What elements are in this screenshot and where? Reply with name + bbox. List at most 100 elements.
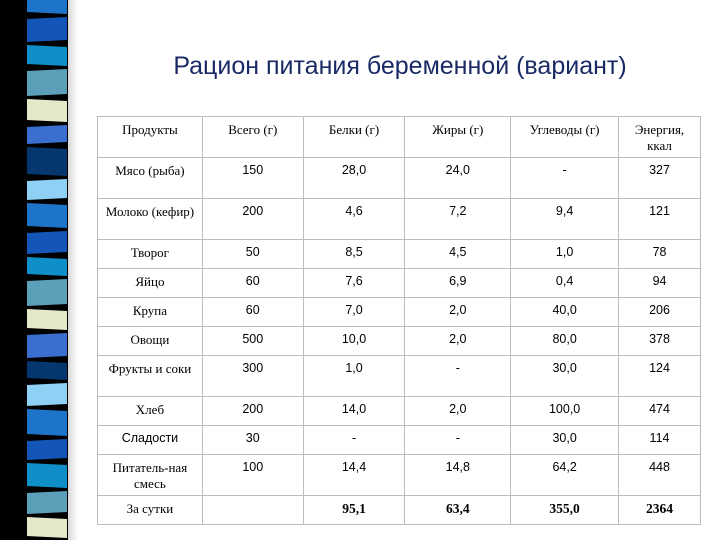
product-name: Крупа (97, 297, 203, 327)
slide-title: Рацион питания беременной (вариант) (173, 52, 627, 80)
header-products: Продукты (97, 116, 203, 158)
stripe-segment (27, 438, 67, 461)
carb-cell: 0,4 (510, 268, 620, 298)
fat-cell: 2,0 (404, 396, 512, 426)
total-grams-cell: 200 (201, 396, 304, 426)
energy-cell: 206 (618, 297, 701, 327)
table-row: Питатель-ная смесь 100 14,4 14,8 64,2 44… (97, 454, 701, 496)
fat-cell: 2,0 (404, 297, 512, 327)
stripe-segment (27, 230, 67, 255)
product-name: Овощи (97, 326, 203, 356)
stripe-segment (27, 16, 67, 43)
total-grams-cell: 50 (201, 239, 304, 269)
product-name: Фрукты и соки (97, 355, 203, 397)
carb-cell: 100,0 (510, 396, 620, 426)
energy-cell: 121 (618, 198, 701, 240)
stripe-segment (27, 44, 67, 67)
header-proteins: Белки (г) (302, 116, 406, 158)
stripe-segment (27, 408, 67, 437)
product-name: Питатель-ная смесь (97, 454, 203, 496)
total-fat: 63,4 (404, 495, 512, 525)
fat-cell: 2,0 (404, 326, 512, 356)
table-row: Яйцо 60 7,6 6,9 0,4 94 (97, 268, 701, 298)
fat-cell: 4,5 (404, 239, 512, 269)
energy-cell: 327 (618, 157, 701, 199)
carb-cell: 80,0 (510, 326, 620, 356)
product-name: Творог (97, 239, 203, 269)
stripe-segment (27, 462, 67, 489)
product-name: Яйцо (97, 268, 203, 298)
stripe-segment (27, 98, 67, 123)
protein-cell: 8,5 (302, 239, 406, 269)
stripe-segment (27, 256, 67, 277)
stripe-segment (27, 146, 67, 177)
total-grams-cell: 60 (201, 297, 304, 327)
carb-cell: 40,0 (510, 297, 620, 327)
protein-cell: 28,0 (302, 157, 406, 199)
stripe-segment (27, 202, 67, 229)
stripe-segment (27, 278, 67, 307)
stripe-segment (27, 360, 67, 381)
total-grams-cell: 60 (201, 268, 304, 298)
fat-cell: - (404, 425, 512, 455)
product-name: Молоко (кефир) (97, 198, 203, 240)
protein-cell: 4,6 (302, 198, 406, 240)
protein-cell: 7,0 (302, 297, 406, 327)
header-energy: Энергия, ккал (618, 116, 701, 158)
product-name: Мясо (рыба) (97, 157, 203, 199)
table-row: Молоко (кефир) 200 4,6 7,2 9,4 121 (97, 198, 701, 240)
total-grams-cell: 30 (201, 425, 304, 455)
product-name: Хлеб (97, 396, 203, 426)
fat-cell: 14,8 (404, 454, 512, 496)
fat-cell: - (404, 355, 512, 397)
energy-cell: 448 (618, 454, 701, 496)
energy-cell: 378 (618, 326, 701, 356)
protein-cell: 1,0 (302, 355, 406, 397)
table-row: Крупа 60 7,0 2,0 40,0 206 (97, 297, 701, 327)
decorative-stripe-bar (0, 0, 68, 540)
header-carbohydrates: Углеводы (г) (510, 116, 620, 158)
total-grams-cell: 150 (201, 157, 304, 199)
carb-cell: 9,4 (510, 198, 620, 240)
protein-cell: 7,6 (302, 268, 406, 298)
table-row: Фрукты и соки 300 1,0 - 30,0 124 (97, 355, 701, 397)
stripe-segment (27, 124, 67, 145)
total-energy: 2364 (618, 495, 701, 525)
energy-cell: 124 (618, 355, 701, 397)
stripe-segment (27, 308, 67, 331)
energy-cell: 78 (618, 239, 701, 269)
protein-cell: 10,0 (302, 326, 406, 356)
stripe-segment (27, 178, 67, 201)
total-carbohydrates: 355,0 (510, 495, 620, 525)
table-row: Сладости 30 - - 30,0 114 (97, 425, 701, 455)
carb-cell: 64,2 (510, 454, 620, 496)
total-grams-cell: 500 (201, 326, 304, 356)
stripe-segment (27, 332, 67, 359)
total-grams-cell: 200 (201, 198, 304, 240)
fat-cell: 24,0 (404, 157, 512, 199)
header-fats: Жиры (г) (404, 116, 512, 158)
total-grams-cell (201, 495, 304, 525)
stripe-segment (27, 490, 67, 515)
carb-cell: 30,0 (510, 355, 620, 397)
total-grams-cell: 300 (201, 355, 304, 397)
energy-cell: 94 (618, 268, 701, 298)
table-row: Творог 50 8,5 4,5 1,0 78 (97, 239, 701, 269)
stripe-segment (27, 0, 67, 15)
energy-cell: 114 (618, 425, 701, 455)
product-name: Сладости (97, 425, 203, 455)
stripe-segment (27, 68, 67, 97)
protein-cell: 14,0 (302, 396, 406, 426)
fat-cell: 7,2 (404, 198, 512, 240)
fat-cell: 6,9 (404, 268, 512, 298)
energy-cell: 474 (618, 396, 701, 426)
total-grams-cell: 100 (201, 454, 304, 496)
total-label: За сутки (97, 495, 203, 525)
total-protein: 95,1 (302, 495, 406, 525)
carb-cell: 1,0 (510, 239, 620, 269)
table-row: Мясо (рыба) 150 28,0 24,0 - 327 (97, 157, 701, 199)
carb-cell: - (510, 157, 620, 199)
table-header-row: Продукты Всего (г) Белки (г) Жиры (г) Уг… (97, 116, 701, 158)
stripe-shadow (68, 0, 78, 540)
table-row: Овощи 500 10,0 2,0 80,0 378 (97, 326, 701, 356)
